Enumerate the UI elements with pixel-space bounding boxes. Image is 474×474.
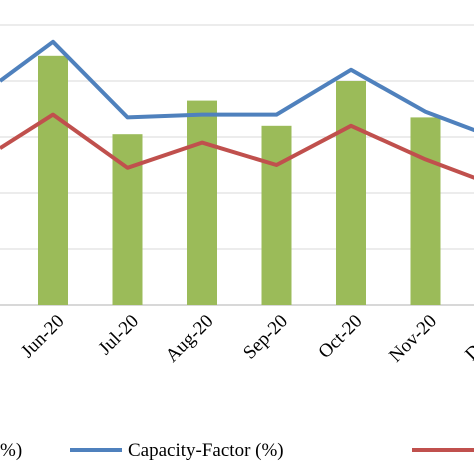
line-series-0	[0, 39, 474, 133]
line-series-1	[0, 112, 474, 180]
line-series	[0, 39, 474, 180]
bar-Nov-20	[410, 117, 441, 306]
x-tick-label: Oct-20	[314, 311, 366, 363]
gridlines	[0, 24, 474, 306]
legend-label-bars: %)	[0, 440, 22, 461]
x-tick-label: Aug-20	[162, 311, 218, 367]
bar-Oct-20	[336, 81, 366, 305]
legend-label-capacity-factor: Capacity-Factor (%)	[128, 440, 284, 461]
bar-Sep-20	[261, 125, 292, 305]
bar-Jun-20	[38, 55, 68, 305]
bar-series	[38, 55, 441, 306]
x-tick-label: Jun-20	[17, 311, 68, 362]
x-tick-label: Jul-20	[95, 311, 143, 359]
legend: %) Capacity-Factor (%)	[0, 440, 474, 461]
x-tick-label: Dec-20	[461, 311, 474, 365]
x-tick-label: Nov-20	[385, 311, 441, 367]
x-tick-label: Sep-20	[239, 311, 292, 364]
x-tick-labels: Jun-20 Jul-20 Aug-20 Sep-20 Oct-20 Nov-20 Dec-…	[17, 311, 474, 367]
bar-Aug-20	[187, 100, 217, 305]
